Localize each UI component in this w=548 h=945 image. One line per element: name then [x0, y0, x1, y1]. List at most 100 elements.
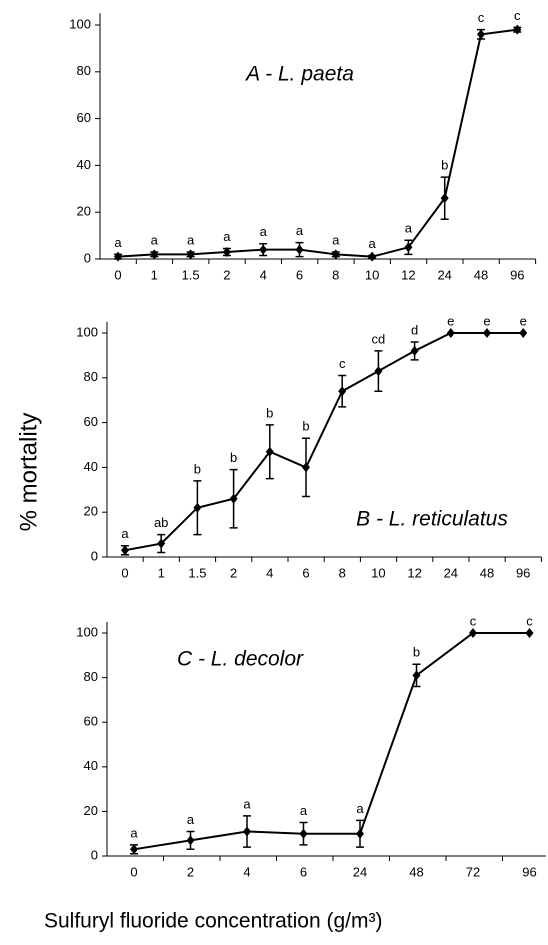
data-point	[114, 251, 122, 262]
data-point	[525, 628, 534, 638]
x-tick-label: 96	[522, 864, 536, 879]
significance-letter: d	[411, 322, 418, 337]
significance-letter: cd	[372, 331, 386, 346]
data-point	[222, 246, 231, 257]
significance-letter: a	[405, 221, 413, 236]
x-tick-label: 6	[300, 864, 307, 879]
x-tick-label: 10	[365, 267, 379, 282]
x-tick-label: 24	[437, 267, 451, 282]
significance-letter: a	[300, 803, 308, 818]
x-tick-label: 4	[260, 267, 267, 282]
x-tick-label: 10	[371, 565, 385, 580]
data-point	[469, 628, 477, 638]
x-tick-label: 8	[339, 565, 346, 580]
significance-letter: b	[194, 461, 201, 476]
data-point	[404, 242, 413, 253]
x-tick-label: 24	[444, 565, 458, 580]
significance-letter: b	[413, 645, 420, 660]
significance-letter: a	[187, 232, 195, 247]
x-tick-label: 0	[114, 267, 121, 282]
y-tick-label: 100	[76, 324, 98, 339]
significance-letter: c	[526, 613, 533, 628]
y-tick-label: 0	[91, 548, 98, 563]
x-axis-label: Sulfuryl fluoride concentration (g/m³)	[44, 910, 382, 933]
significance-letter: b	[230, 450, 237, 465]
x-tick-label: 4	[243, 864, 250, 879]
x-tick-label: 96	[510, 267, 524, 282]
data-point	[193, 502, 202, 513]
y-tick-label: 80	[84, 369, 98, 384]
y-axis-label: % mortality	[15, 413, 42, 532]
y-tick-label: 80	[77, 63, 91, 78]
series-line	[117, 28, 518, 258]
significance-letter: ab	[154, 515, 168, 530]
x-tick-label: 1	[158, 565, 165, 580]
significance-letter: a	[223, 229, 231, 244]
significance-letter: a	[187, 812, 195, 827]
x-tick-label: 2	[223, 267, 230, 282]
data-point	[446, 328, 455, 338]
data-point	[186, 835, 195, 846]
x-tick-label: 8	[332, 267, 339, 282]
data-point	[440, 193, 449, 204]
y-tick-label: 20	[84, 504, 98, 519]
significance-letter: e	[520, 313, 527, 328]
y-tick-label: 100	[69, 16, 91, 31]
significance-letter: c	[339, 356, 346, 371]
data-point	[157, 538, 166, 549]
x-tick-label: 12	[401, 267, 415, 282]
x-tick-label: 4	[266, 565, 273, 580]
x-tick-label: 1.5	[188, 565, 206, 580]
x-tick-label: 48	[480, 565, 494, 580]
significance-letter: a	[243, 796, 251, 811]
significance-letter: a	[260, 224, 268, 239]
significance-letter: b	[441, 158, 448, 173]
panel-title: B - L. reticulatus	[356, 508, 508, 531]
significance-letter: a	[130, 825, 138, 840]
y-tick-label: 80	[84, 669, 98, 684]
x-tick-label: 2	[187, 864, 194, 879]
data-point	[295, 244, 304, 255]
data-point	[519, 328, 528, 338]
y-tick-label: 0	[91, 847, 98, 862]
significance-letter: e	[483, 313, 490, 328]
series-line	[124, 332, 524, 552]
y-tick-label: 20	[84, 803, 98, 818]
data-point	[302, 462, 310, 473]
x-tick-label: 48	[474, 267, 488, 282]
y-tick-label: 60	[84, 414, 98, 429]
y-tick-label: 20	[77, 204, 91, 219]
significance-letter: a	[332, 232, 340, 247]
data-point	[150, 249, 159, 260]
panel-title: A - L. paeta	[244, 63, 354, 86]
significance-letter: b	[302, 419, 309, 434]
x-tick-label: 48	[409, 864, 423, 879]
significance-letter: a	[151, 232, 159, 247]
significance-letter: c	[470, 613, 477, 628]
data-point	[186, 249, 195, 260]
significance-letter: e	[447, 313, 454, 328]
x-tick-label: 96	[516, 565, 530, 580]
y-tick-label: 40	[84, 459, 98, 474]
x-tick-label: 72	[466, 864, 480, 879]
y-tick-label: 60	[84, 714, 98, 729]
x-tick-label: 0	[130, 864, 137, 879]
data-point	[265, 446, 274, 457]
data-point	[410, 345, 419, 356]
y-tick-label: 100	[76, 624, 98, 639]
y-tick-label: 40	[84, 758, 98, 773]
significance-letter: a	[296, 223, 304, 238]
significance-letter: a	[121, 526, 129, 541]
data-point	[412, 670, 421, 681]
y-tick-label: 40	[77, 157, 91, 172]
significance-letter: b	[266, 405, 273, 420]
significance-letter: a	[114, 235, 122, 250]
data-point	[356, 828, 364, 839]
x-tick-label: 2	[230, 565, 237, 580]
data-point	[483, 328, 491, 338]
data-point	[513, 24, 522, 35]
significance-letter: a	[368, 236, 376, 251]
data-point	[331, 249, 340, 260]
data-point	[130, 844, 138, 855]
